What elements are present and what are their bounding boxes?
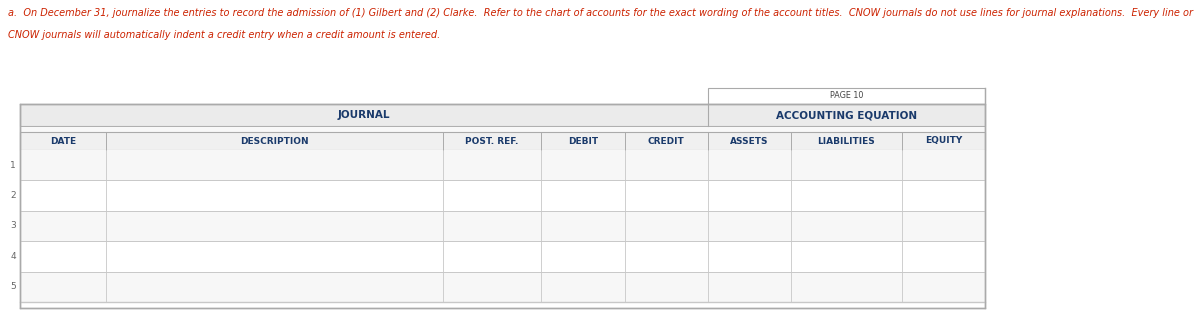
Text: DESCRIPTION: DESCRIPTION xyxy=(240,136,308,146)
Bar xyxy=(708,88,985,104)
Text: POST. REF.: POST. REF. xyxy=(466,136,518,146)
Text: ACCOUNTING EQUATION: ACCOUNTING EQUATION xyxy=(776,110,917,120)
Text: 4: 4 xyxy=(11,252,16,261)
Bar xyxy=(20,150,985,180)
Text: 3: 3 xyxy=(11,221,16,231)
Text: CREDIT: CREDIT xyxy=(648,136,684,146)
Text: ASSETS: ASSETS xyxy=(731,136,769,146)
Bar xyxy=(20,211,985,241)
Bar xyxy=(20,180,985,211)
Text: PAGE 10: PAGE 10 xyxy=(829,91,863,100)
Text: 5: 5 xyxy=(11,282,16,291)
Text: DEBIT: DEBIT xyxy=(568,136,598,146)
Bar xyxy=(20,104,985,126)
Text: CNOW journals will automatically indent a credit entry when a credit amount is e: CNOW journals will automatically indent … xyxy=(8,30,440,40)
Bar xyxy=(20,272,985,302)
Text: 2: 2 xyxy=(11,191,16,200)
Bar xyxy=(20,241,985,272)
Text: a.  On December 31, journalize the entries to record the admission of (1) Gilber: a. On December 31, journalize the entrie… xyxy=(8,8,1193,18)
Text: EQUITY: EQUITY xyxy=(925,136,962,146)
Text: 1: 1 xyxy=(11,161,16,170)
Bar xyxy=(20,104,985,308)
Text: DATE: DATE xyxy=(50,136,76,146)
Text: LIABILITIES: LIABILITIES xyxy=(817,136,875,146)
Bar xyxy=(20,126,985,132)
Text: JOURNAL: JOURNAL xyxy=(337,110,390,120)
Bar xyxy=(20,132,985,150)
